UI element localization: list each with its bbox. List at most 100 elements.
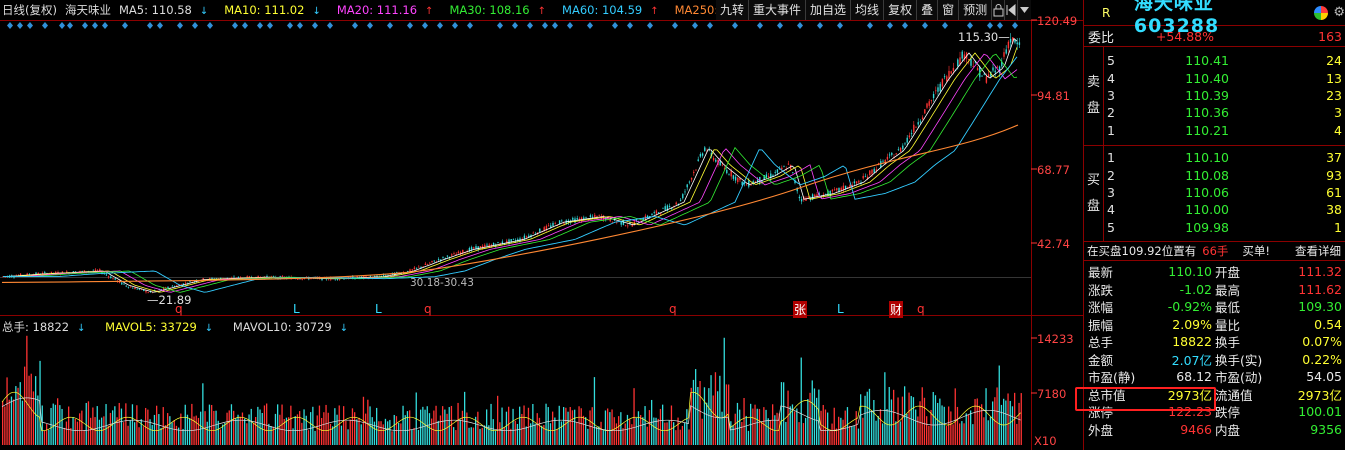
quote-label: 总市值 (1088, 387, 1126, 403)
event-marker[interactable]: L (375, 302, 382, 316)
ma-legend-bar: 日线(复权) 海天味业 MA5: 110.58 ↓ MA10: 111.02 ↓ M… (0, 0, 771, 20)
period-label[interactable]: 日线(复权) (2, 3, 57, 17)
weibi-value: 163 (1318, 28, 1342, 44)
lock-icon[interactable] (992, 0, 1006, 20)
major-events-button[interactable]: 重大事件 (749, 0, 807, 20)
event-marker[interactable]: 财 (889, 301, 904, 318)
sell-level[interactable]: 3 110.39 23 (1107, 87, 1342, 103)
price-axis-label: 68.77 (1037, 163, 1070, 177)
window-button[interactable]: 窗 (938, 0, 960, 20)
volume-total: 总手: 18822 ↓ (2, 320, 86, 334)
buy-level[interactable]: 1 110.10 37 (1107, 150, 1342, 166)
quote-value: 0.54 (1314, 316, 1342, 332)
quote-value: 110.10 (1168, 264, 1212, 280)
moving-average-lines (1, 37, 1019, 293)
mavol5-value: MAVOL5: 33729 ↓ (105, 320, 214, 334)
jiuzhuan-button[interactable]: 九转 (716, 0, 750, 20)
event-marker[interactable]: 张 (793, 301, 808, 318)
quote-label: 换手 (1215, 335, 1241, 351)
buy-level[interactable]: 4 110.00 38 (1107, 202, 1342, 218)
quote-value: 9466 (1180, 421, 1212, 437)
quote-value: 0.07% (1302, 334, 1342, 350)
app-logo-icon[interactable] (1314, 5, 1329, 20)
event-marker[interactable]: q (917, 302, 925, 316)
ma-line-button[interactable]: 均线 (851, 0, 885, 20)
ma10-value: MA10: 111.02 ↓ (224, 3, 321, 17)
quote-label: 涨幅 (1088, 300, 1114, 316)
quote-label: 涨跌 (1088, 282, 1114, 298)
chart-stock-name: 海天味业 (64, 3, 111, 17)
volume-bars (1, 335, 1022, 445)
volume-axis-label: 14233 (1037, 332, 1074, 346)
event-marker[interactable]: L (293, 302, 300, 316)
add-watchlist-button[interactable]: 加自选 (806, 0, 852, 20)
quote-grid: 最新 110.10 开盘 111.32 涨跌 -1.02 最高 111.62 涨幅 -0.92% 最… (1084, 261, 1345, 438)
quote-value: 0.22% (1302, 351, 1342, 367)
event-diamond-row (7, 22, 1018, 29)
quote-row: 涨幅 -0.92% 最低 109.30 (1084, 298, 1345, 316)
sell-level[interactable]: 2 110.36 3 (1107, 105, 1342, 121)
r-badge: R (1102, 5, 1111, 20)
event-marker[interactable]: L (837, 302, 844, 316)
gear-icon[interactable]: ⚙ (1333, 5, 1345, 20)
buy-book: 买盘 1 110.10 37 2 110.08 93 3 110.06 61 4 110.00… (1084, 146, 1345, 242)
buy-level[interactable]: 2 110.08 93 (1107, 167, 1342, 183)
arrow-down-icon: ↓ (199, 6, 209, 17)
volume-legend-bar: 总手: 18822 ↓ MAVOL5: 33729 ↓ MAVOL10: 30729… (2, 319, 364, 335)
price-axis-label: 42.74 (1037, 237, 1070, 251)
order-alert-type: 买单! (1242, 244, 1271, 258)
quote-value: 122.23 (1168, 404, 1212, 420)
buy-levels: 1 110.10 37 2 110.08 93 3 110.06 61 4 110.00 38 … (1104, 146, 1345, 241)
event-marker[interactable]: q (424, 302, 432, 316)
ma60-value: MA60: 104.59 ↑ (562, 3, 659, 17)
event-marker[interactable]: q (669, 302, 677, 316)
sell-level[interactable]: 5 110.41 24 (1107, 53, 1342, 69)
quote-label: 市盈(动) (1215, 370, 1263, 386)
market-cap-highlight (1075, 387, 1216, 411)
quote-value: 68.12 (1176, 369, 1212, 385)
quote-value: 111.62 (1298, 281, 1342, 297)
order-alert-hands: 66手 (1202, 244, 1229, 258)
event-marker[interactable]: q (175, 302, 183, 316)
stock-title: 海天味业 603288 (1133, 0, 1220, 37)
quote-row: 总市值 2973亿 流通值 2973亿 (1084, 386, 1345, 404)
sell-levels: 5 110.41 24 4 110.40 13 3 110.39 23 2 110.36 3 1… (1104, 47, 1345, 145)
quote-value: 111.32 (1298, 264, 1342, 280)
mavol10-value: MAVOL10: 30729 ↓ (232, 320, 349, 334)
sell-label: 卖盘 (1084, 47, 1104, 145)
overlay-button[interactable]: 叠 (917, 0, 939, 20)
chart-toolbar: 九转 重大事件 加自选 均线 复权 叠 窗 预测 (716, 0, 1031, 20)
sell-level[interactable]: 1 110.21 4 (1107, 122, 1342, 138)
high-price-label: 115.30— (958, 30, 1010, 44)
quote-label: 总手 (1088, 335, 1114, 351)
restore-right-button[interactable]: 复权 (884, 0, 918, 20)
price-axis-label: 120.49 (1037, 14, 1078, 28)
view-details-link[interactable]: 查看详细 (1295, 244, 1341, 258)
quote-row: 市盈(静) 68.12 市盈(动) 54.05 (1084, 368, 1345, 386)
quote-value: 100.01 (1298, 404, 1342, 420)
quote-label: 流通值 (1215, 387, 1253, 403)
volume-axis-label: 7180 (1037, 387, 1067, 401)
sell-level[interactable]: 4 110.40 13 (1107, 70, 1342, 86)
kline-chart[interactable] (0, 0, 1083, 450)
quote-value: 109.30 (1298, 299, 1342, 315)
sell-book: 卖盘 5 110.41 24 4 110.40 13 3 110.39 23 2 110.36… (1084, 47, 1345, 146)
buy-level[interactable]: 5 109.98 1 (1107, 219, 1342, 235)
quote-value: 2973亿 (1297, 387, 1342, 403)
quote-label: 振幅 (1088, 317, 1114, 333)
quote-row: 振幅 2.09% 量比 0.54 (1084, 316, 1345, 334)
arrow-up-icon: ↑ (425, 6, 434, 17)
buy-level[interactable]: 3 110.06 61 (1107, 184, 1342, 200)
order-alert-row: 在买盘109.92位置有 66手 买单! 查看详细 (1084, 242, 1345, 261)
quote-value: 2973亿 (1167, 387, 1212, 403)
forecast-button[interactable]: 预测 (959, 0, 993, 20)
collapse-panel-icon[interactable] (1005, 0, 1019, 20)
range-price-label: 30.18-30.43 (410, 277, 474, 289)
quote-label: 跌停 (1215, 405, 1241, 421)
quote-label: 最低 (1215, 300, 1241, 316)
quote-row: 最新 110.10 开盘 111.32 (1084, 263, 1345, 281)
quote-label: 换手(实) (1215, 352, 1263, 368)
quote-value: 54.05 (1306, 369, 1342, 385)
dropdown-icon[interactable] (1018, 0, 1031, 20)
quote-label: 内盘 (1215, 422, 1241, 438)
